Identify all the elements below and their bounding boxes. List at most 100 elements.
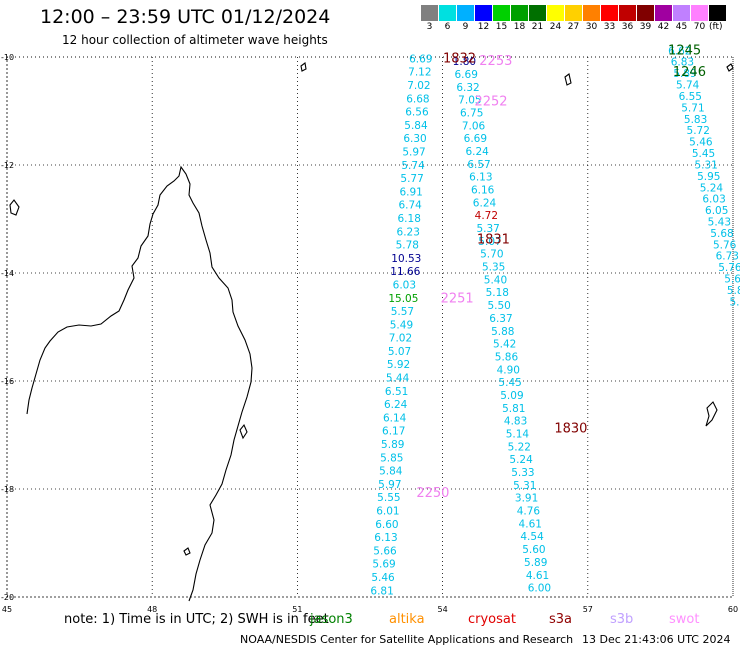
wave-height-value: 5.31 xyxy=(694,159,717,171)
scale-label: 45 xyxy=(675,22,688,32)
wave-height-value: 1.80 xyxy=(453,56,476,68)
wave-height-value: 6.73 xyxy=(716,251,739,263)
wave-height-value: 6.68 xyxy=(406,93,429,105)
scale-swatch xyxy=(709,5,726,21)
wave-height-value: 6.17 xyxy=(382,426,405,438)
wave-height-value: 6.13 xyxy=(469,172,492,184)
wave-height-value: 5.24 xyxy=(509,454,533,466)
wave-height-value: 5.24 xyxy=(700,182,724,194)
wave-height-value: 4.90 xyxy=(497,364,520,376)
lon-tick-label: 54 xyxy=(438,605,448,614)
lon-tick-label: 48 xyxy=(147,605,157,614)
wave-height-value: 6.69 xyxy=(455,69,478,81)
scale-swatch xyxy=(421,5,438,21)
scale-swatch xyxy=(457,5,474,21)
wave-height-value: 5.33 xyxy=(511,467,534,479)
lat-lon-grid xyxy=(6,56,734,598)
wave-height-value: 6.83 xyxy=(671,57,694,69)
wave-height-value: 5.71 xyxy=(681,102,704,114)
wave-height-value: 5.8 xyxy=(727,285,740,297)
scale-label: 15 xyxy=(495,22,508,32)
wave-height-value: 5.07 xyxy=(478,236,501,248)
wave-height-value: 6.23 xyxy=(397,226,420,238)
wave-height-value: 5.70 xyxy=(480,249,503,261)
lat-tick-label: -10 xyxy=(1,53,14,62)
wave-height-value: 4.72 xyxy=(475,210,498,222)
wave-height-value: 6.01 xyxy=(376,506,399,518)
wave-height-value: 6.03 xyxy=(393,279,416,291)
island xyxy=(300,62,307,72)
coastline xyxy=(9,62,734,602)
wave-height-value: 6.24 xyxy=(384,399,408,411)
wave-height-value: 7.06 xyxy=(462,120,486,132)
wave-height-value: 5.44 xyxy=(386,373,410,385)
wave-height-value: 5.8 xyxy=(729,296,740,308)
wave-height-value: 11.66 xyxy=(390,266,420,278)
wave-height-value: 5.46 xyxy=(689,137,713,149)
wave-height-value: 5.95 xyxy=(697,171,720,183)
satellite-s3b: s3b xyxy=(610,612,634,627)
scale-label: 33 xyxy=(603,22,616,32)
wave-height-value: 5.40 xyxy=(484,274,507,286)
wave-height-value: 5.22 xyxy=(508,441,531,453)
scale-label: 27 xyxy=(567,22,580,32)
scale-swatch xyxy=(601,5,618,21)
pass-id-label: 1245 xyxy=(668,43,701,58)
satellite-swot: swot xyxy=(669,612,700,627)
lon-tick-label: 45 xyxy=(2,605,12,614)
wave-height-value: 6.91 xyxy=(399,186,422,198)
map-frame xyxy=(6,56,734,598)
wave-height-value: 6.57 xyxy=(467,159,490,171)
lon-tick-label: 60 xyxy=(728,605,738,614)
wave-height-value: 6.55 xyxy=(679,91,702,103)
wave-height-value: 10.53 xyxy=(391,253,421,265)
wave-height-value: 4.61 xyxy=(526,570,549,582)
wave-height-value: 5.89 xyxy=(524,557,547,569)
wave-height-value: 6.56 xyxy=(405,107,429,119)
madagascar-coastline xyxy=(26,165,253,602)
wave-height-value: 5.43 xyxy=(708,217,731,229)
wave-height-value: 6.60 xyxy=(375,519,398,531)
wave-height-value: 5.14 xyxy=(506,429,530,441)
scale-label: 12 xyxy=(477,22,490,32)
wave-height-value: 5.74 xyxy=(676,80,700,92)
wave-height-value: 5.92 xyxy=(387,359,410,371)
scale-swatch xyxy=(637,5,654,21)
wave-height-value: 5.72 xyxy=(687,125,710,137)
wave-height-value: 15.05 xyxy=(388,293,418,305)
scale-swatch xyxy=(511,5,528,21)
scale-swatch xyxy=(691,5,708,21)
scale-swatch xyxy=(583,5,600,21)
island xyxy=(705,401,718,427)
pass-id-label: 2253 xyxy=(479,54,512,69)
scale-swatch xyxy=(565,5,582,21)
wave-height-value: 6.69 xyxy=(464,133,487,145)
wave-height-value: 5.77 xyxy=(400,173,423,185)
pass-id-label: 1246 xyxy=(673,65,706,80)
island xyxy=(183,547,191,556)
lat-tick-label: -18 xyxy=(1,485,14,494)
lon-tick-label: 51 xyxy=(292,605,302,614)
scale-swatch xyxy=(619,5,636,21)
wave-height-value: 6.00 xyxy=(528,583,551,595)
lat-tick-label: -12 xyxy=(1,161,14,170)
wave-height-value: 5.76 xyxy=(718,262,740,274)
wave-height-value: 5.55 xyxy=(377,492,400,504)
wave-height-value: 6.18 xyxy=(398,213,421,225)
scale-label: 9 xyxy=(462,22,469,32)
lon-tick-label: 57 xyxy=(583,605,593,614)
wave-height-value: 5.84 xyxy=(404,120,428,132)
island xyxy=(239,423,248,440)
wave-height-value: 5.49 xyxy=(390,319,413,331)
scale-unit: (ft) xyxy=(709,22,723,32)
wave-height-value: 6.74 xyxy=(398,200,422,212)
wave-height-value: 7.12 xyxy=(408,67,431,79)
wave-height-value: 5.69 xyxy=(372,559,395,571)
scale-label: 3 xyxy=(426,22,433,32)
wave-height-value: 5.89 xyxy=(673,68,696,80)
wave-height-value: 4.83 xyxy=(504,416,527,428)
wave-height-value: 5.76 xyxy=(713,239,737,251)
lat-tick-label: -16 xyxy=(1,377,14,386)
scale-swatch xyxy=(439,5,456,21)
satellite-jason3: jason3 xyxy=(310,612,353,627)
